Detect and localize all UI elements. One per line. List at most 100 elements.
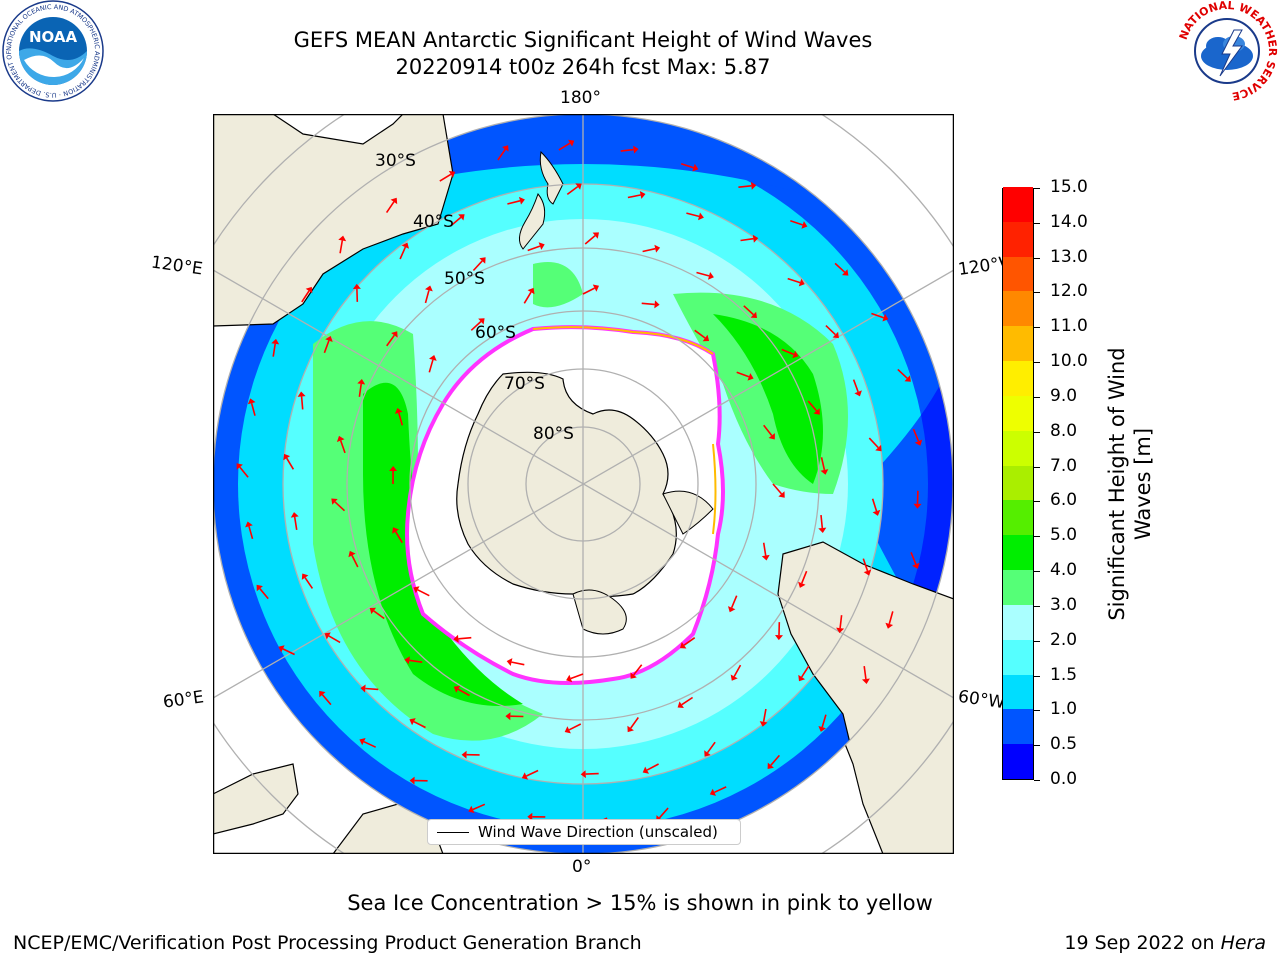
wind-arrow-shaft xyxy=(582,287,595,295)
wind-arrow-head xyxy=(409,776,415,785)
wind-arrow-shaft xyxy=(511,661,525,666)
wind-arrow-shaft xyxy=(248,526,254,540)
colorbar-tick-mark xyxy=(1034,675,1040,677)
wind-arrow-shaft xyxy=(910,551,917,565)
wind-arrow-shaft xyxy=(888,611,894,625)
wind-arrow-head xyxy=(478,318,485,325)
wind-arrow-head xyxy=(357,379,366,385)
wind-arrow-head xyxy=(818,726,826,732)
wind-arrow-shaft xyxy=(472,260,483,272)
wind-arrow-head xyxy=(813,408,820,415)
wind-arrow-shaft xyxy=(339,440,346,454)
wind-arrow-head xyxy=(521,772,528,780)
wind-arrow-head xyxy=(394,408,403,414)
colorbar-tick-mark xyxy=(1034,640,1040,642)
colorbar-tick-mark xyxy=(1034,745,1040,747)
wind-arrow-head xyxy=(639,191,646,199)
wind-arrow-shaft xyxy=(646,763,659,771)
wind-arrow-shaft xyxy=(839,615,843,629)
wind-arrow-shaft xyxy=(714,786,727,794)
wind-arrow-head xyxy=(278,645,285,653)
colorbar-segment xyxy=(1003,256,1033,292)
wind-arrow-head xyxy=(862,678,870,684)
wind-arrow-shaft xyxy=(772,483,783,495)
map-title: GEFS MEAN Antarctic Significant Height o… xyxy=(293,28,873,52)
wind-arrow-head xyxy=(290,512,299,518)
wind-arrow-head xyxy=(360,684,366,693)
wind-arrow-shaft xyxy=(694,329,706,339)
colorbar-tick-label: 13.0 xyxy=(1050,246,1088,267)
wind-arrow-head xyxy=(271,338,280,345)
wind-arrow-head xyxy=(882,313,889,322)
colorbar-tick-mark xyxy=(1034,571,1040,573)
wind-arrow-head xyxy=(505,712,511,721)
wind-arrow-shaft xyxy=(570,673,584,680)
colorbar-segment xyxy=(1003,221,1033,257)
lat-label-60s: 60°S xyxy=(475,323,516,343)
lon-label-120e: 120°E xyxy=(149,252,204,280)
wind-arrow-shaft xyxy=(627,194,641,199)
colorbar-tick-mark xyxy=(1034,605,1040,607)
wind-arrow-head xyxy=(709,788,716,796)
colorbar-tick-mark xyxy=(1034,780,1040,781)
lat-label-30s: 30°S xyxy=(375,151,416,171)
wind-arrow-head xyxy=(592,232,599,239)
wind-arrow-head xyxy=(730,674,738,681)
colorbar-tick-mark xyxy=(1034,466,1040,468)
wind-arrow-head xyxy=(404,656,410,665)
colorbar-segment xyxy=(1003,499,1033,536)
wind-arrow-head xyxy=(627,725,634,733)
wind-arrow-shaft xyxy=(696,271,710,277)
wind-arrow-head xyxy=(759,721,768,727)
wind-arrow-head xyxy=(767,762,774,769)
wind-arrow-shaft xyxy=(399,246,407,260)
wind-arrow-head xyxy=(348,550,356,558)
wind-arrow-head xyxy=(425,285,433,292)
wind-arrow-head xyxy=(654,300,660,309)
colorbar-tick-label: 8.0 xyxy=(1050,420,1078,441)
wind-arrow-shaft xyxy=(272,343,276,357)
lat-label-40s: 40°S xyxy=(413,212,454,232)
wind-arrow-head xyxy=(256,584,263,592)
wind-arrow-head xyxy=(527,287,535,295)
wind-arrow-head xyxy=(818,527,827,533)
footer-machine: Hera xyxy=(1220,932,1266,954)
wind-arrow-head xyxy=(352,283,361,289)
wind-arrow-shaft xyxy=(365,687,379,691)
wind-arrow-head xyxy=(761,554,770,561)
colorbar-tick-mark xyxy=(1034,362,1040,364)
wind-arrow-head xyxy=(914,439,923,446)
sea-ice-note: Sea Ice Concentration > 15% is shown in … xyxy=(347,891,933,915)
wind-arrow-head xyxy=(297,391,306,397)
wind-arrow-head xyxy=(390,197,398,205)
wind-arrow-shaft xyxy=(862,558,869,572)
colorbar-tick-label: 11.0 xyxy=(1050,316,1088,337)
wind-arrow-shaft xyxy=(526,769,539,777)
wind-arrow-head xyxy=(863,569,872,576)
wind-arrow-head xyxy=(453,685,461,693)
colorbar-segment xyxy=(1003,325,1033,362)
colorbar-segment xyxy=(1003,708,1033,745)
wind-arrow-head xyxy=(401,242,409,249)
wind-arrow-head xyxy=(369,607,376,615)
colorbar-tick-label: 6.0 xyxy=(1050,490,1078,511)
wind-arrow-head xyxy=(875,444,882,452)
colorbar xyxy=(1002,186,1034,780)
lon-label-60e: 60°E xyxy=(161,687,206,713)
wind-arrow-shaft xyxy=(738,185,752,188)
lat-label-70s: 70°S xyxy=(504,374,545,394)
colorbar-segment xyxy=(1003,743,1033,779)
wind-arrow-head xyxy=(798,674,806,682)
wind-arrow-shaft xyxy=(801,665,810,678)
wind-arrow-head xyxy=(245,521,253,528)
wind-arrow-head xyxy=(305,286,313,294)
wind-arrow-head xyxy=(832,331,839,339)
wind-arrow-head xyxy=(747,373,754,381)
wind-arrow-head xyxy=(331,498,338,505)
wind-arrow-head xyxy=(479,257,486,264)
wind-arrow-head xyxy=(792,350,799,359)
wind-arrow-shaft xyxy=(323,340,330,354)
wind-arrow-head xyxy=(566,674,573,683)
colorbar-tick-label: 14.0 xyxy=(1050,211,1088,232)
wind-arrow-head xyxy=(389,466,398,471)
